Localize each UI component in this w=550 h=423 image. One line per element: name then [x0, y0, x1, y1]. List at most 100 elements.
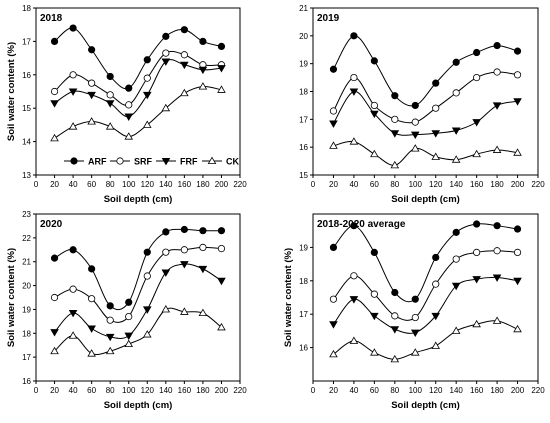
data-point	[431, 312, 441, 321]
data-point	[87, 325, 96, 333]
data-point	[105, 346, 115, 355]
x-tick-label: 140	[450, 386, 464, 395]
data-point	[493, 247, 501, 255]
data-point	[180, 51, 188, 59]
panel-3: 0 20 40 60 80 100 120 140 160 180 200 220 16 17 18 19 So…	[283, 213, 545, 411]
data-point	[50, 346, 59, 355]
panel-title: 2018-2020 average	[317, 219, 406, 230]
data-point	[106, 72, 114, 81]
data-point	[472, 119, 481, 127]
legend-marker	[207, 156, 217, 165]
data-point	[180, 88, 189, 97]
data-point	[410, 131, 420, 140]
x-tick-label: 200	[215, 180, 229, 189]
data-point	[370, 248, 378, 257]
x-tick-label: 160	[470, 180, 484, 189]
data-point	[391, 92, 399, 100]
data-point	[124, 332, 134, 341]
x-tick-label: 60	[370, 386, 379, 395]
x-tick-label: 220	[233, 386, 247, 395]
data-point	[142, 306, 152, 314]
legend-label: FRF	[180, 157, 198, 167]
x-tick-label: 60	[87, 386, 96, 395]
x-tick-label: 0	[311, 386, 316, 395]
data-point	[180, 61, 189, 70]
data-point	[142, 120, 152, 128]
y-tick-label: 18	[22, 329, 31, 338]
x-tick-label: 200	[511, 386, 525, 395]
data-point	[198, 66, 208, 75]
data-point	[411, 101, 419, 110]
data-point	[50, 37, 59, 46]
data-point	[87, 117, 96, 125]
series-line	[54, 85, 222, 139]
legend-label: CK	[226, 157, 239, 167]
data-point	[513, 277, 522, 286]
data-point	[125, 298, 133, 306]
x-tick-label: 160	[178, 180, 192, 189]
data-point	[50, 133, 59, 142]
data-point	[162, 248, 170, 256]
data-point	[69, 285, 77, 293]
data-point	[106, 91, 114, 99]
data-point	[161, 58, 171, 66]
data-point	[370, 57, 378, 65]
data-point	[410, 329, 420, 337]
x-axis-title: Soil depth (cm)	[391, 194, 460, 205]
data-point	[370, 110, 379, 119]
data-point	[329, 107, 338, 115]
panel-0: 0 20 40 60 80 100 120 140 160 180 200 220 13 14 15 16 17…	[6, 4, 247, 205]
data-point	[350, 32, 358, 40]
data-point	[217, 85, 226, 93]
data-point	[411, 118, 419, 126]
data-point	[493, 41, 501, 50]
y-tick-label: 19	[299, 243, 308, 252]
data-point	[68, 122, 78, 130]
x-tick-label: 40	[349, 180, 358, 189]
data-point	[125, 84, 133, 92]
y-tick-label: 18	[22, 4, 31, 13]
data-point	[370, 149, 379, 158]
data-point	[472, 149, 481, 158]
series-arf	[50, 24, 226, 92]
data-point	[452, 228, 460, 236]
x-tick-label: 60	[87, 180, 96, 189]
y-tick-label: 18	[299, 88, 308, 97]
data-point	[410, 348, 420, 356]
data-point	[370, 348, 379, 356]
series-arf	[329, 32, 522, 110]
series-line	[333, 223, 518, 303]
data-point	[125, 101, 133, 109]
series-line	[333, 320, 518, 360]
data-point	[432, 104, 440, 112]
data-point	[492, 316, 502, 324]
x-tick-label: 160	[470, 386, 484, 395]
y-tick-label: 17	[22, 353, 31, 362]
x-tick-label: 40	[349, 386, 358, 395]
x-tick-label: 140	[159, 386, 173, 395]
data-point	[493, 68, 501, 76]
data-point	[50, 293, 59, 302]
data-point	[143, 272, 151, 280]
x-tick-label: 20	[50, 180, 59, 189]
x-tick-label: 220	[233, 180, 247, 189]
data-point	[350, 272, 358, 280]
data-point	[143, 56, 151, 64]
y-tick-label: 15	[299, 171, 308, 180]
series-frf	[329, 88, 522, 140]
data-point	[125, 312, 133, 321]
series-line	[333, 90, 518, 136]
x-tick-label: 140	[450, 180, 464, 189]
x-axis-title: Soil depth (cm)	[104, 194, 173, 205]
data-point	[50, 100, 59, 108]
x-tick-label: 80	[390, 180, 399, 189]
data-point	[198, 308, 208, 317]
data-point	[50, 254, 59, 262]
data-point	[69, 24, 77, 32]
data-point	[452, 58, 460, 66]
data-point	[105, 100, 115, 108]
data-point	[50, 329, 59, 337]
data-point	[431, 341, 441, 349]
data-point	[390, 160, 400, 169]
